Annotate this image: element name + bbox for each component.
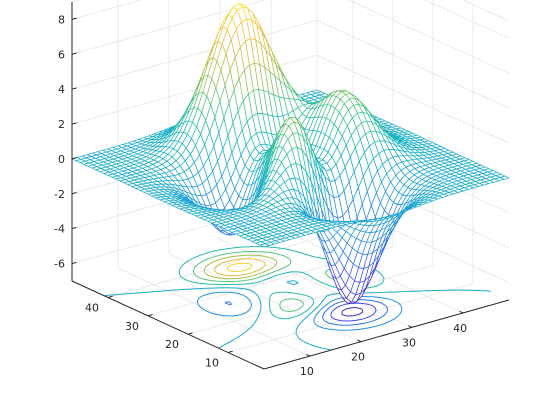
z-tick-mark xyxy=(71,157,77,160)
contour-line xyxy=(203,254,278,280)
contour-line xyxy=(213,258,266,277)
mesh-cell xyxy=(259,243,270,248)
z-tick-label: 6 xyxy=(58,48,65,61)
grid-line xyxy=(316,19,510,109)
y-tick-mark xyxy=(147,314,153,317)
x-tick-mark xyxy=(357,339,362,343)
z-tick-label: -4 xyxy=(54,223,65,236)
z-tick-mark xyxy=(71,87,77,90)
x-tick-mark xyxy=(408,325,413,328)
grid-line xyxy=(316,54,510,144)
grid-line xyxy=(71,0,143,20)
y-tick-mark xyxy=(227,350,233,353)
z-tick-label: 0 xyxy=(58,153,65,166)
y-tick-label: 30 xyxy=(125,320,139,333)
grid-line xyxy=(117,267,311,357)
z-tick-label: -2 xyxy=(54,188,65,201)
y-tick-label: 10 xyxy=(205,357,219,370)
y-tick-label: 40 xyxy=(85,302,99,315)
z-tick-mark xyxy=(71,17,77,20)
grid-line xyxy=(348,0,510,74)
z-tick-mark xyxy=(71,226,77,230)
grid-line xyxy=(71,19,318,90)
y-axis-line xyxy=(71,280,265,370)
z-tick-label: 8 xyxy=(58,13,65,26)
contour-line xyxy=(226,262,253,272)
z-tick-mark xyxy=(71,122,77,125)
grid-line xyxy=(107,228,354,298)
y-tick-mark xyxy=(107,295,113,298)
grid-edge xyxy=(71,0,81,3)
z-tick-label: 4 xyxy=(58,83,65,96)
contour-line xyxy=(330,302,377,322)
x-tick-label: 40 xyxy=(453,322,467,335)
axes-box xyxy=(71,2,510,370)
tick-labels: 10 20 30 40 10 20 30 40 -6 -4 -2 0 2 4 6 8 xyxy=(54,13,467,378)
surface-mesh xyxy=(71,3,510,304)
z-tick-mark xyxy=(71,261,77,265)
contour-line xyxy=(196,291,403,331)
grid-line xyxy=(227,283,474,353)
z-tick-label: 2 xyxy=(58,118,65,131)
z-tick-mark xyxy=(71,192,77,195)
contour-line xyxy=(341,307,364,317)
contour-plot xyxy=(104,246,491,351)
x-axis-line xyxy=(263,299,510,370)
y-tick-mark xyxy=(187,332,193,335)
z-tick-mark xyxy=(71,52,77,55)
grid-line xyxy=(219,238,413,328)
x-tick-label: 20 xyxy=(351,351,365,364)
grid-edge xyxy=(462,0,510,22)
grid-line xyxy=(168,253,362,343)
x-tick-mark xyxy=(306,353,311,357)
x-tick-label: 10 xyxy=(300,365,314,378)
grid-line xyxy=(71,0,267,55)
grid-line xyxy=(424,0,510,39)
x-tick-label: 30 xyxy=(402,336,416,349)
y-tick-label: 20 xyxy=(165,338,179,351)
x-tick-mark xyxy=(459,310,464,314)
z-tick-label: -6 xyxy=(54,258,65,271)
grid-line xyxy=(187,264,434,335)
